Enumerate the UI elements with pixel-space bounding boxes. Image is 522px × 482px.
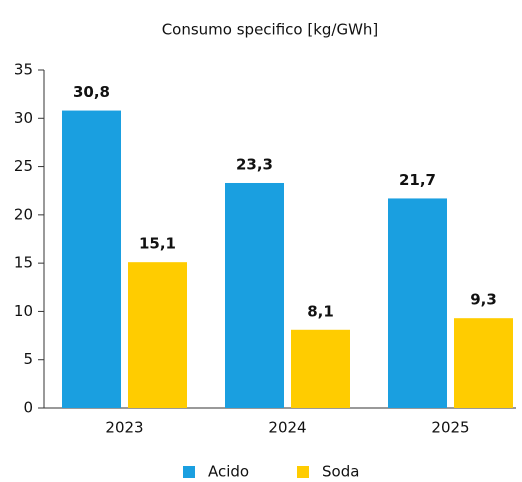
- x-tick-label: 2023: [105, 419, 143, 437]
- legend-swatch: [297, 466, 309, 478]
- legend-swatch: [183, 466, 195, 478]
- legend-label: Acido: [208, 463, 249, 481]
- data-label: 23,3: [236, 155, 273, 173]
- x-tick-label: 2025: [431, 419, 469, 437]
- data-label: 30,8: [73, 83, 110, 101]
- y-tick-label: 5: [23, 350, 33, 368]
- y-tick-label: 25: [14, 157, 33, 175]
- bar: [128, 262, 187, 408]
- data-label: 8,1: [307, 302, 334, 320]
- data-label: 21,7: [399, 171, 436, 189]
- data-label: 9,3: [470, 291, 497, 309]
- y-tick-label: 10: [14, 302, 33, 320]
- y-tick-label: 15: [14, 254, 33, 272]
- data-label: 15,1: [139, 235, 176, 253]
- chart-title: Consumo specifico [kg/GWh]: [162, 21, 379, 39]
- bar: [291, 329, 350, 408]
- y-tick-label: 30: [14, 109, 33, 127]
- y-tick-label: 35: [14, 61, 33, 79]
- bar: [388, 198, 447, 408]
- bar: [454, 318, 513, 408]
- y-tick-label: 20: [14, 205, 33, 223]
- y-tick-label: 0: [23, 399, 33, 417]
- bar: [62, 110, 121, 408]
- x-tick-label: 2024: [268, 419, 306, 437]
- legend-label: Soda: [322, 463, 359, 481]
- bar: [225, 182, 284, 408]
